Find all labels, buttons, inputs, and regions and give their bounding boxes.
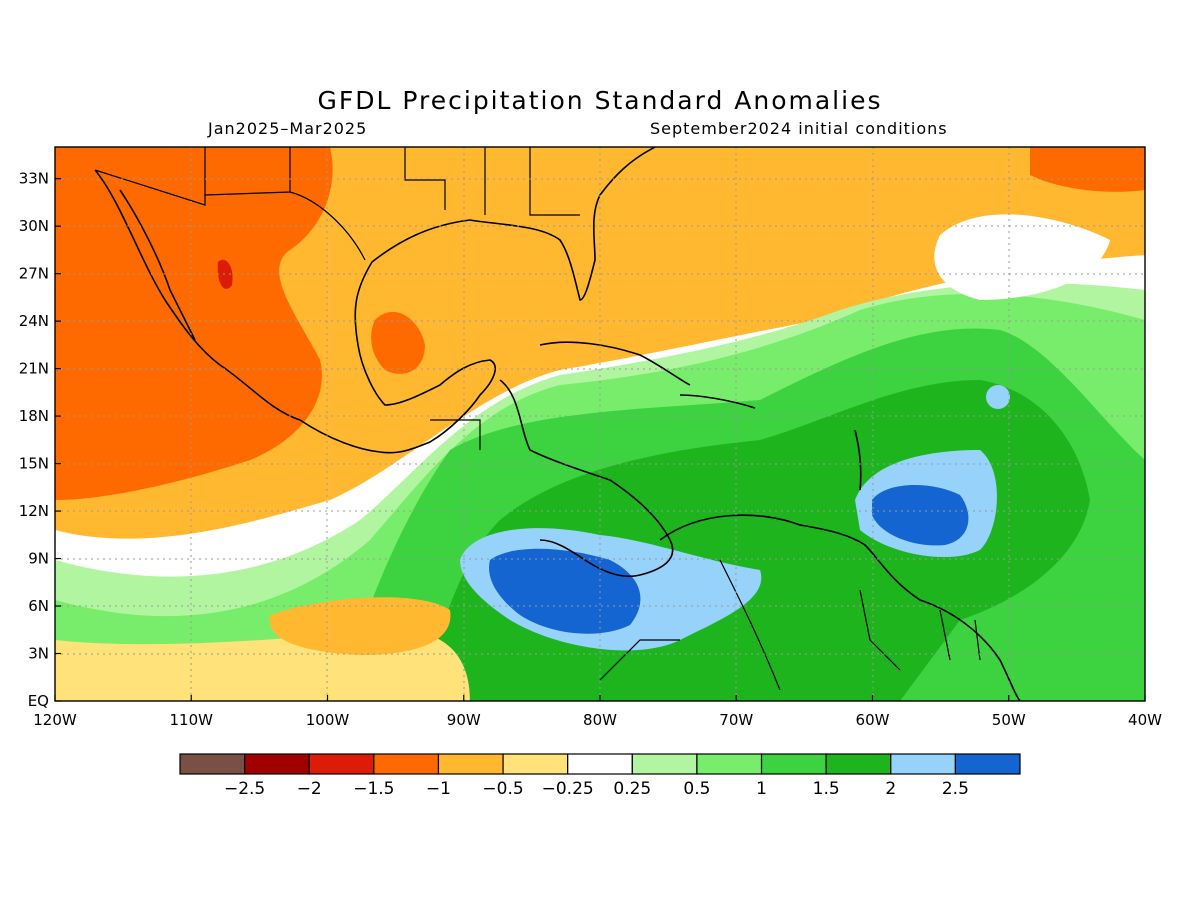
colorbar-swatch (696, 753, 763, 775)
colorbar-swatch (373, 753, 440, 775)
field-blue-east (872, 484, 969, 546)
lat-tick-label: 15N (19, 455, 49, 473)
lon-tick-label: 90W (447, 711, 481, 729)
lat-tick-label: 27N (19, 265, 49, 283)
longitude-axis: 120W 110W 100W 90W 80W 70W 60W 50W 40W (33, 695, 1162, 729)
borders (94, 147, 981, 691)
field-orange-northeast (1030, 147, 1145, 192)
colorbar-swatch (954, 753, 1021, 775)
field-red-spot (217, 259, 233, 289)
colorbar-label: 0.25 (613, 779, 651, 799)
lat-tick-label: 30N (19, 217, 49, 235)
colorbar-swatch (308, 753, 375, 775)
field-orange-pacific (269, 597, 451, 655)
latitude-axis: EQ 3N 6N 9N 12N 15N 18N 21N 24N 27N 30N 33N (19, 170, 61, 710)
lat-tick-label: 18N (19, 407, 49, 425)
colorbar-swatch (631, 753, 698, 775)
lon-tick-label: 70W (719, 711, 753, 729)
colorbar-label: −1.5 (353, 779, 394, 799)
field-orange-mexico (55, 147, 333, 500)
lon-tick-label: 50W (992, 711, 1026, 729)
colorbar-swatch (825, 753, 892, 775)
lat-tick-label: 33N (19, 170, 49, 188)
lat-tick-label: 21N (19, 360, 49, 378)
lat-tick-label: 24N (19, 312, 49, 330)
lon-tick-label: 40W (1128, 711, 1162, 729)
lat-tick-label: 9N (28, 550, 49, 568)
colorbar-label: 2.5 (942, 779, 969, 799)
colorbar-label: −2.5 (224, 779, 265, 799)
colorbar-swatch (244, 753, 310, 775)
colorbar: −2.5 −2 −1.5 −1 −0.5 −0.25 0.25 0.5 1 1.5 2 2.5 (179, 753, 1021, 799)
lat-tick-label: 3N (28, 645, 49, 663)
lon-tick-label: 110W (170, 711, 214, 729)
colorbar-swatch (760, 753, 827, 775)
field-orange-gulf (371, 311, 425, 374)
colorbar-swatch (437, 753, 504, 775)
forecast-period: Jan2025–Mar2025 (208, 119, 368, 138)
lon-tick-label: 80W (583, 711, 617, 729)
colorbar-label: 1 (756, 779, 767, 799)
field-blue-spot (986, 385, 1010, 409)
lat-tick-label: EQ (28, 692, 49, 710)
colorbar-swatch (502, 753, 569, 775)
lon-tick-label: 60W (856, 711, 890, 729)
lat-tick-label: 12N (19, 502, 49, 520)
colorbar-swatch (567, 753, 633, 775)
grid (55, 147, 1145, 701)
colorbar-label: −1 (426, 779, 451, 799)
colorbar-label: −0.25 (542, 779, 594, 799)
lon-tick-label: 120W (33, 711, 77, 729)
map-title: GFDL Precipitation Standard Anomalies (317, 86, 883, 115)
initial-conditions: September2024 initial conditions (650, 119, 948, 138)
colorbar-label: −0.5 (482, 779, 523, 799)
colorbar-swatch (179, 753, 246, 775)
lat-tick-label: 6N (28, 597, 49, 615)
lon-tick-label: 100W (306, 711, 350, 729)
colorbar-swatch (890, 753, 956, 775)
colorbar-label: 0.5 (683, 779, 710, 799)
colorbar-label: 1.5 (813, 779, 840, 799)
coastlines (94, 147, 1021, 701)
field-white-atlantic (934, 214, 1110, 300)
colorbar-label: 2 (885, 779, 896, 799)
colorbar-label: −2 (297, 779, 322, 799)
